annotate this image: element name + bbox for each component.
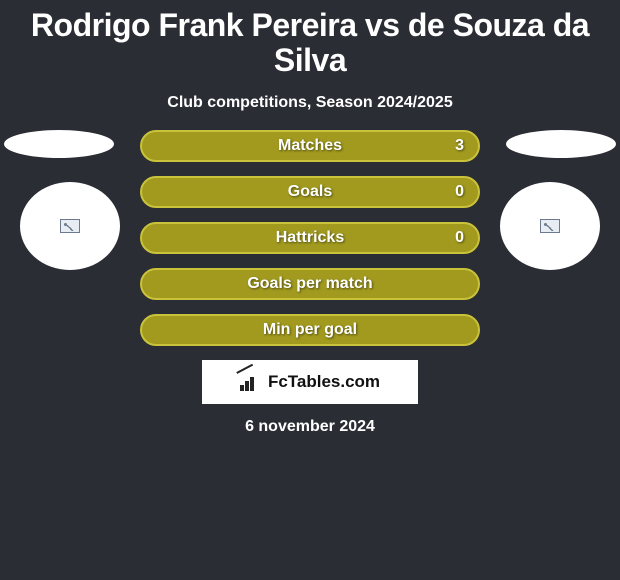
stat-label: Matches xyxy=(278,137,342,155)
stat-row: Goals per match xyxy=(140,268,480,300)
date-text: 6 november 2024 xyxy=(0,418,620,436)
stats-list: Matches 3 Goals 0 Hattricks 0 Goals per match M… xyxy=(140,130,480,346)
brand-chart-icon xyxy=(240,373,262,391)
stat-row: Min per goal xyxy=(140,314,480,346)
brand-text: FcTables.com xyxy=(268,372,380,392)
comparison-panel: Matches 3 Goals 0 Hattricks 0 Goals per match M… xyxy=(0,130,620,436)
placeholder-image-icon xyxy=(60,219,80,233)
stat-label: Min per goal xyxy=(263,321,357,339)
stat-value-right: 0 xyxy=(455,183,464,201)
placeholder-image-icon xyxy=(540,219,560,233)
page-title: Rodrigo Frank Pereira vs de Souza da Sil… xyxy=(0,0,620,80)
left-flag-ellipse xyxy=(4,130,114,158)
stat-label: Goals xyxy=(288,183,332,201)
stat-value-right: 3 xyxy=(455,137,464,155)
stat-label: Hattricks xyxy=(276,229,344,247)
right-flag-ellipse xyxy=(506,130,616,158)
stat-label: Goals per match xyxy=(247,275,372,293)
right-team-circle xyxy=(500,182,600,270)
brand-badge: FcTables.com xyxy=(202,360,418,404)
subtitle: Club competitions, Season 2024/2025 xyxy=(0,94,620,112)
left-team-circle xyxy=(20,182,120,270)
stat-row: Goals 0 xyxy=(140,176,480,208)
stat-row: Hattricks 0 xyxy=(140,222,480,254)
stat-value-right: 0 xyxy=(455,229,464,247)
stat-row: Matches 3 xyxy=(140,130,480,162)
